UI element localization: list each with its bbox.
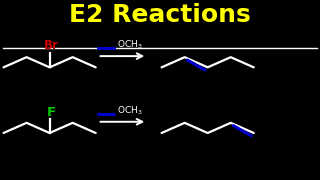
Text: Br: Br (44, 39, 59, 52)
Text: F: F (47, 106, 56, 119)
Text: OCH$_3$: OCH$_3$ (117, 39, 142, 51)
Text: OCH$_3$: OCH$_3$ (117, 105, 142, 117)
Text: E2 Reactions: E2 Reactions (69, 3, 251, 27)
